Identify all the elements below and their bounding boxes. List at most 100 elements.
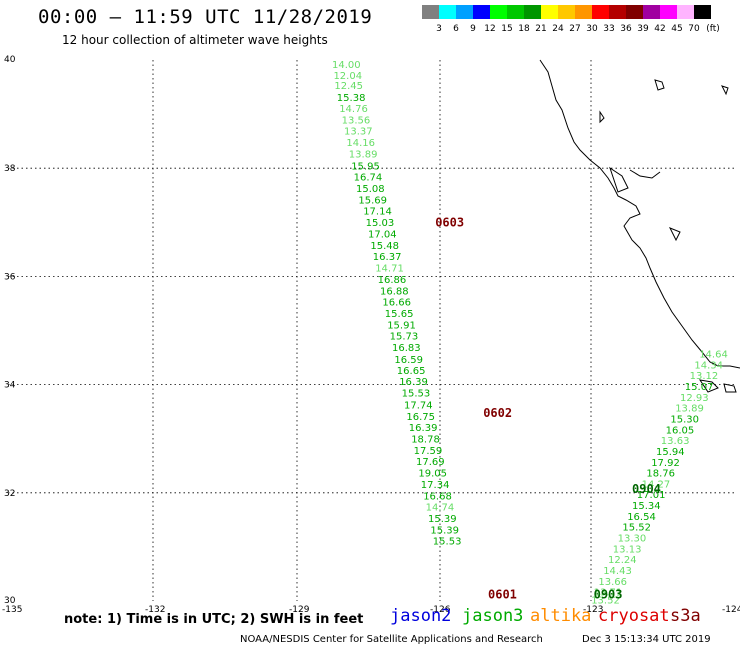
colorbar-swatch (422, 5, 439, 19)
satellite-legend-s3a: s3a (670, 606, 701, 626)
pass-time-label: 0903 (594, 587, 623, 601)
colorbar-label: 42 (654, 24, 666, 34)
wave-height-label: 14.71 (375, 264, 404, 275)
wave-height-label: 12.93 (680, 393, 709, 404)
wave-height-label: 15.94 (656, 447, 685, 458)
colorbar-swatch (643, 5, 660, 19)
wave-height-label: 13.66 (598, 577, 627, 588)
pass-time-label: 0601 (488, 587, 517, 601)
lat-tick-label: 32 (4, 489, 15, 499)
wave-height-label: 13.63 (661, 436, 690, 447)
bay-outline (609, 166, 629, 193)
wave-height-label: 16.83 (392, 343, 421, 354)
wave-height-label: 13.89 (675, 404, 704, 415)
lat-tick-label: 38 (4, 164, 16, 174)
satellite-legend-altika: altika (530, 606, 592, 626)
coastline (539, 59, 740, 393)
wave-height-label: 16.05 (666, 425, 695, 436)
colorbar-label: 24 (552, 24, 564, 34)
california-coastline (539, 59, 740, 369)
wave-height-label: 13.52 (591, 596, 620, 607)
wave-height-label: 15.53 (433, 537, 462, 548)
wave-height-label: 14.27 (642, 479, 671, 490)
lat-tick-label: 40 (4, 55, 16, 65)
wave-height-label: 14.00 (332, 60, 361, 71)
colorbar-label: 9 (470, 24, 476, 34)
colorbar-swatch (524, 5, 541, 19)
wave-height-label: 15.73 (390, 332, 419, 343)
colorbar-swatch (609, 5, 626, 19)
colorbar-swatch (473, 5, 490, 19)
wave-height-label: 15.39 (430, 525, 459, 536)
wave-height-label: 16.39 (409, 423, 438, 434)
wave-height-label: 18.76 (646, 469, 675, 480)
wave-height-label: 16.37 (373, 252, 402, 263)
island-outline (698, 379, 719, 393)
lon-tick-label: -123 (583, 605, 603, 615)
colorbar-swatch (592, 5, 609, 19)
wave-height-label: 16.86 (378, 275, 407, 286)
wave-height-label: 17.74 (404, 400, 433, 411)
colorbar-label: 70 (688, 24, 700, 34)
wave-height-label: 14.16 (346, 138, 375, 149)
wave-height-label: 13.89 (349, 149, 378, 160)
pass-time-label: 0904 (632, 482, 661, 496)
wave-height-label: 16.74 (354, 173, 383, 184)
colorbar-label: 45 (671, 24, 683, 34)
colorbar-unit: (ft) (706, 24, 720, 34)
lon-tick-label: -132 (145, 605, 165, 615)
colorbar-swatch (490, 5, 507, 19)
lon-tick-label: -124 (722, 605, 740, 615)
map-subtitle: 12 hour collection of altimeter wave hei… (62, 33, 328, 47)
satellite-legend-jason2: jason2 (390, 606, 452, 626)
wave-height-label: 15.38 (337, 93, 366, 104)
satellite-legend-jason3: jason3 (462, 606, 524, 626)
colorbar-label: 18 (518, 24, 530, 34)
footer-note: note: 1) Time is in UTC; 2) SWH is in fe… (64, 612, 364, 627)
colorbar-swatch (541, 5, 558, 19)
wave-height-label: 17.59 (414, 446, 443, 457)
wave-height-label: 18.78 (411, 434, 440, 445)
wave-height-label: 13.71 (594, 588, 623, 599)
wave-height-label: 17.34 (421, 480, 450, 491)
wave-height-label: 14.43 (603, 566, 632, 577)
wave-height-label: 15.53 (402, 389, 431, 400)
map-grid (8, 60, 735, 601)
wave-height-label: 17.04 (368, 229, 397, 240)
wave-height-label: 15.69 (358, 195, 387, 206)
lake-outline (599, 110, 605, 124)
colorbar-swatch (558, 5, 575, 19)
colorbar-label: 6 (453, 24, 459, 34)
wave-height-label: 14.74 (426, 503, 455, 514)
colorbar-label: 3 (436, 24, 442, 34)
wave-height-label: 15.30 (670, 414, 699, 425)
wave-height-label: 17.01 (637, 490, 666, 501)
colorbar-swatch (660, 5, 677, 19)
colorbar-label: 27 (569, 24, 581, 34)
colorbar-swatch (507, 5, 524, 19)
wave-height-label: 12.04 (333, 71, 362, 82)
wave-height-label: 13.56 (342, 115, 371, 126)
wave-height-label: 15.48 (370, 241, 399, 252)
lake-outline (721, 85, 729, 96)
generated-timestamp: Dec 3 15:13:34 UTC 2019 (582, 634, 711, 645)
delta-outline (629, 169, 661, 179)
satellite-tracks: 14.0012.0412.4515.3814.7613.5613.3714.16… (332, 60, 728, 607)
wave-height-label: 16.68 (423, 491, 452, 502)
wave-height-label: 13.13 (613, 544, 642, 555)
wave-height-label: 17.69 (416, 457, 445, 468)
wave-height-label: 16.54 (627, 512, 656, 523)
wave-height-label: 15.52 (622, 523, 651, 534)
lat-tick-label: 36 (4, 272, 16, 282)
wave-height-label: 14.64 (699, 350, 728, 361)
wave-height-label: 16.65 (397, 366, 426, 377)
lake-outline (668, 227, 681, 242)
wave-height-label: 16.88 (380, 286, 409, 297)
wave-height-label: 15.07 (685, 382, 714, 393)
colorbar-swatch (575, 5, 592, 19)
wave-height-label: 13.30 (618, 533, 647, 544)
colorbar-swatch (456, 5, 473, 19)
